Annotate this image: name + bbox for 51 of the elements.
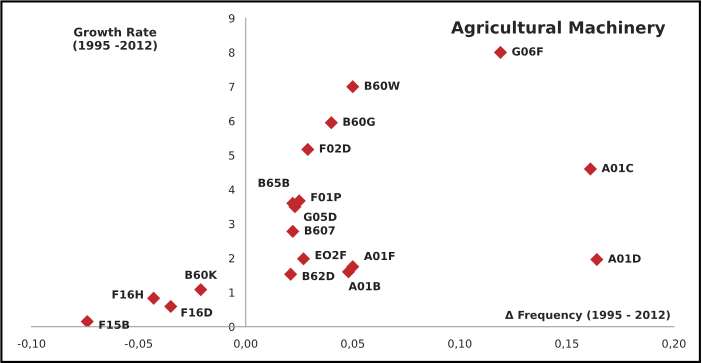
annotation: B60W [364,82,400,90]
point [342,265,356,278]
x-tick-label: -0,10 [18,339,46,349]
point [584,162,598,176]
x-tick-label: 0,10 [448,339,472,349]
annotation: F16H [112,290,143,299]
point [301,142,314,156]
point [590,252,604,266]
point [194,283,208,296]
point [284,268,298,281]
y-tick-label: 2 [229,254,234,262]
y-tick-label: 3 [229,220,234,228]
x-tick-label: 0,05 [341,339,364,349]
point [286,224,300,238]
point [346,80,360,94]
annotation: EO2F [316,250,346,260]
annotation: A01D [608,254,641,263]
annotation: B62D [302,272,334,280]
annotation: G05D [304,212,337,222]
annotation: G06F [512,47,543,56]
point [296,252,310,266]
annotation: B60K [185,270,218,280]
point [494,46,508,60]
chart-title: Agricultural Machinery [451,20,666,38]
annotation: F15B [99,320,130,329]
annotation: F02D [320,144,351,153]
y-tick-label: 1 [229,288,234,297]
y-axis-title: Growth Rate (1995 -2012) [73,27,157,52]
x-tick-label: 0,15 [555,339,578,349]
y-tick-label: 7 [229,82,234,91]
point [324,116,338,130]
annotation: B65B [258,178,290,188]
annotation: F16D [182,308,212,317]
x-tick-label: 0,00 [234,339,258,349]
x-tick-label: 0,20 [662,339,686,349]
point [80,314,94,327]
annotation: A01B [348,282,380,290]
point [164,300,178,314]
y-tick-label: 8 [228,48,235,57]
point [147,292,160,305]
annotation: A01C [602,164,634,172]
y-tick-label: 5 [229,151,234,160]
annotation: B607 [304,226,335,235]
x-tick-label: -0,05 [124,339,152,349]
y-tick-label: 6 [228,116,235,126]
x-axis-title: Δ Frequency (1995 - 2012) [505,310,670,322]
annotation: F01P [311,192,342,202]
annotation: A01F [364,252,395,260]
annotation: B60G [343,118,375,126]
y-tick-label: 9 [228,14,234,23]
y-tick-label: 4 [228,186,235,194]
